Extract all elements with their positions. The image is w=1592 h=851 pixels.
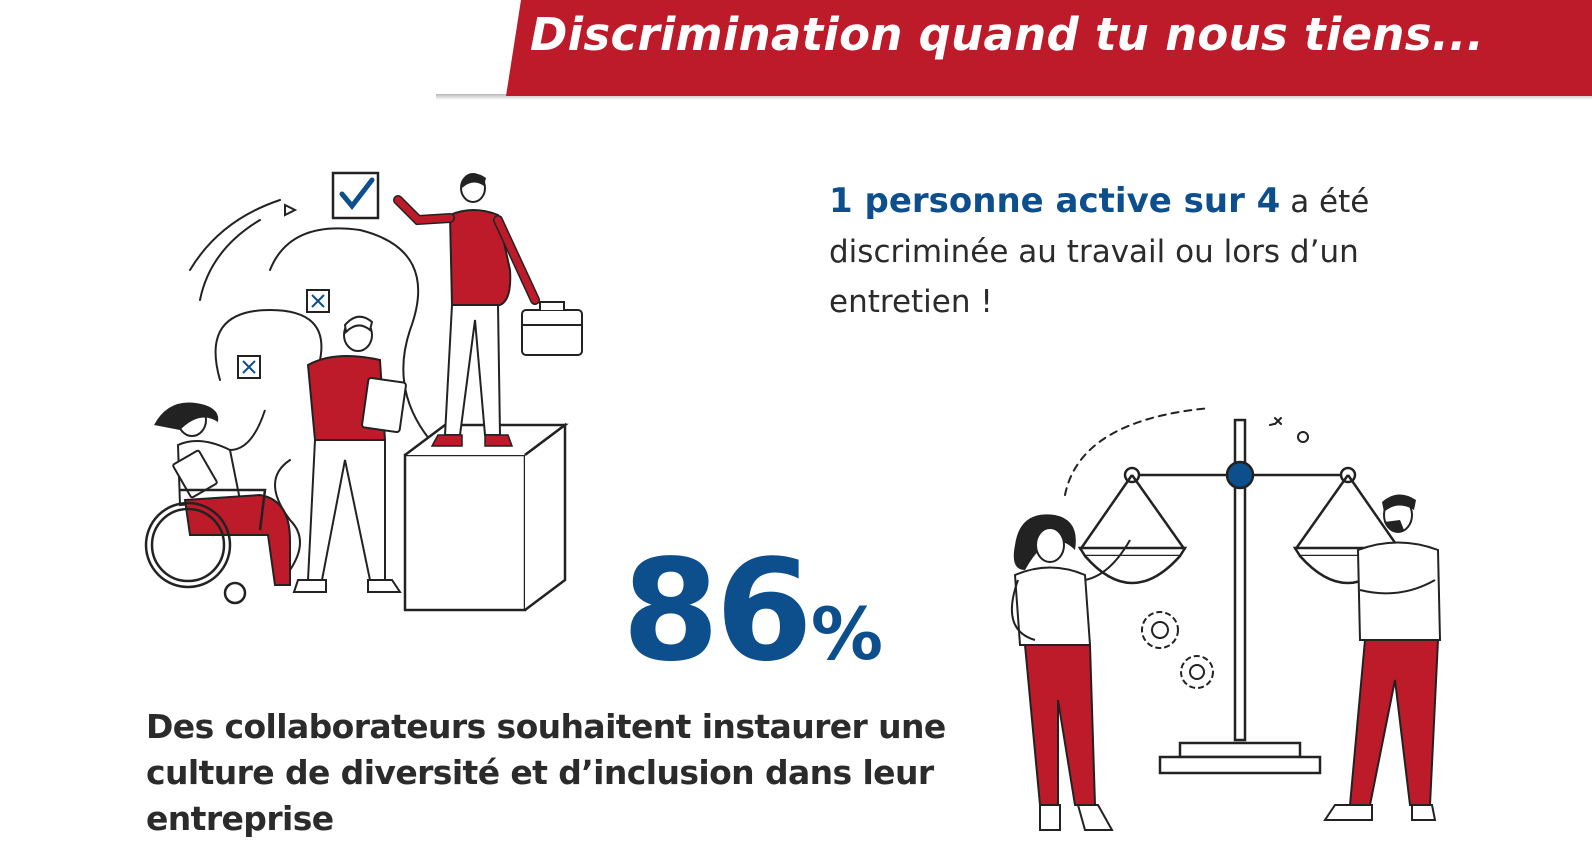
briefcase-icon xyxy=(521,301,583,356)
page-title: Discrimination quand tu nous tiens... xyxy=(530,8,1484,61)
percentage-number: 86 xyxy=(622,530,813,693)
arrow-icon xyxy=(284,203,298,217)
balance-scale-illustration xyxy=(1010,407,1442,831)
wheelchair-icon xyxy=(144,488,267,605)
big-percentage: 86% xyxy=(622,542,883,682)
checkbox-crossed-icon xyxy=(237,355,261,379)
man-with-clipboard-figure xyxy=(292,315,407,593)
banner-shadow xyxy=(436,94,1592,100)
team-diversity-illustration xyxy=(144,171,583,612)
checkbox-checked-icon xyxy=(331,171,380,220)
percentage-sign: % xyxy=(810,592,883,676)
pedestal-box xyxy=(403,422,569,612)
businessman-figure xyxy=(393,173,540,447)
woman-in-wheelchair-figure xyxy=(144,402,291,605)
woman-figure xyxy=(1010,514,1131,831)
clipboard-icon xyxy=(361,376,407,434)
gear-icon xyxy=(1141,611,1214,689)
balance-scale-icon xyxy=(1077,418,1403,775)
stat-two-text: Des collaborateurs souhaitent instaurer … xyxy=(146,707,946,838)
stat-one-text: a été discriminée au travail ou lors d’u… xyxy=(829,184,1370,320)
man-figure xyxy=(1323,494,1442,821)
stat-one: 1 personne active sur 4 a été discriminé… xyxy=(829,176,1449,327)
checkbox-crossed-icon xyxy=(306,289,330,313)
stat-one-highlight: 1 personne active sur 4 xyxy=(829,181,1281,221)
title-banner xyxy=(506,0,1592,96)
